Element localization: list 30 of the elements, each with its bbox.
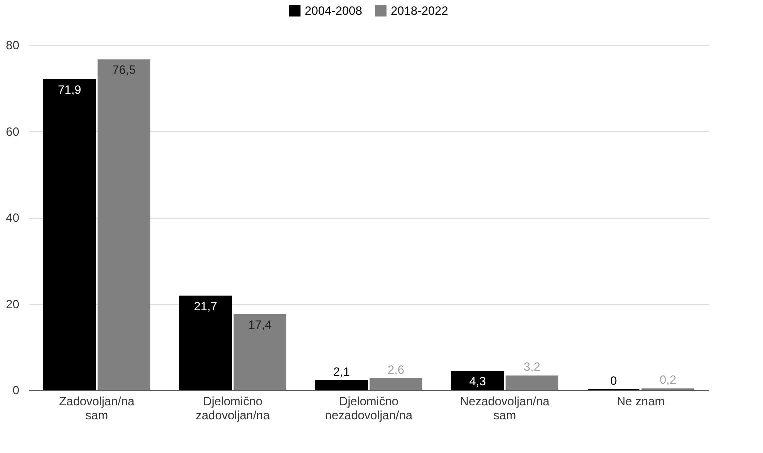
data-label: 17,4: [248, 318, 272, 332]
legend-label: 2018-2022: [391, 4, 449, 18]
data-label: 3,2: [524, 360, 541, 374]
x-tick-label: Djelomično nezadovoljan/na: [325, 394, 414, 422]
y-tick-label: 0: [12, 384, 20, 398]
bar: [451, 370, 504, 390]
y-tick-label: 20: [6, 297, 20, 312]
data-label: 2,1: [333, 364, 350, 379]
bar: [43, 79, 96, 390]
bar: [506, 376, 559, 390]
bar: [179, 296, 232, 390]
bar: [315, 380, 368, 390]
y-tick-label: 40: [6, 211, 20, 225]
data-label: 21,7: [194, 299, 218, 314]
bar: [234, 314, 287, 390]
legend-label: 2004-2008: [305, 4, 363, 18]
bar: [98, 60, 151, 390]
x-tick-label: Ne znam: [616, 394, 666, 408]
data-label: 0,2: [660, 373, 677, 388]
x-tick-label: Djelomično zadovoljan/na: [196, 394, 270, 422]
data-label: 4,3: [469, 374, 486, 388]
data-label: 2,6: [388, 362, 405, 377]
x-tick-label: Zadovoljan/na sam: [59, 394, 136, 422]
x-tick-label: Nezadovoljan/na sam: [460, 394, 550, 422]
bar: [370, 378, 423, 390]
y-tick-label: 80: [6, 38, 20, 52]
data-label: 76,5: [112, 63, 136, 78]
data-label: 0: [610, 374, 618, 388]
y-tick-label: 60: [6, 124, 20, 139]
data-label: 71,9: [58, 82, 82, 97]
